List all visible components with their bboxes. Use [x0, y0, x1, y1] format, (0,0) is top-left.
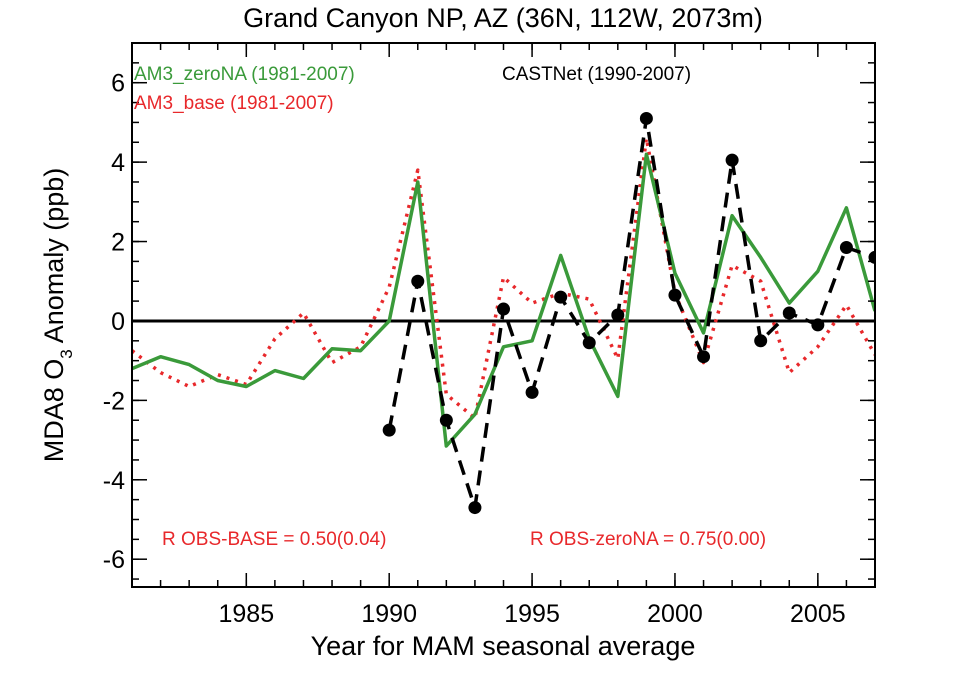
data-point-castnet-1996 — [554, 290, 568, 304]
data-point-castnet-1991 — [411, 274, 425, 288]
axis-ticks: 1985 1990 1995 2000 2005 -6 -4 -2 0 2 4 6 — [103, 42, 876, 628]
data-point-castnet-1998 — [611, 308, 625, 322]
y-tick-label: -6 — [103, 546, 125, 574]
data-point-castnet-1990 — [382, 423, 396, 437]
x-axis-label: Year for MAM seasonal average — [311, 631, 696, 661]
y-tick-label: 6 — [111, 70, 125, 98]
data-point-castnet-1999 — [639, 111, 653, 125]
x-tick-label: 2005 — [790, 600, 846, 628]
data-point-castnet-1993 — [468, 501, 482, 515]
data-point-castnet-1997 — [582, 336, 596, 350]
data-point-castnet-2000 — [668, 288, 682, 302]
y-axis-label: MDA8 O3 Anomaly (ppb) — [39, 168, 76, 463]
data-point-castnet-1994 — [497, 302, 510, 316]
legend-castnet: CASTNet (1990-2007) — [502, 64, 691, 85]
data-point-castnet-2002 — [725, 153, 739, 167]
chart-title: Grand Canyon NP, AZ (36N, 112W, 2073m) — [243, 3, 763, 33]
annotation-r-obs-base: R OBS-BASE = 0.50(0.04) — [162, 529, 386, 550]
series-line-1 — [132, 136, 875, 420]
y-tick-label: 0 — [111, 308, 125, 336]
annotation-r-obs-zerona: R OBS-zeroNA = 0.75(0.00) — [530, 529, 766, 550]
data-point-castnet-1995 — [525, 385, 539, 399]
y-tick-label: 4 — [111, 149, 125, 177]
series-line-2 — [387, 116, 875, 510]
data-point-castnet-2004 — [782, 306, 796, 320]
legend-base: AM3_base (1981-2007) — [134, 93, 334, 114]
x-tick-label: 1985 — [218, 600, 274, 628]
x-tick-label: 2000 — [647, 600, 703, 628]
series-line-0 — [132, 152, 875, 448]
legend-zerona: AM3_zeroNA (1981-2007) — [134, 64, 355, 85]
plot-area — [132, 111, 875, 515]
x-tick-label: 1990 — [361, 600, 417, 628]
y-axis-label-subscript: 3 — [57, 349, 76, 358]
y-tick-label: 2 — [111, 229, 125, 257]
data-point-castnet-1992 — [439, 413, 453, 427]
data-point-castnet-2001 — [697, 350, 711, 364]
y-tick-label: -4 — [103, 467, 125, 495]
data-point-castnet-2006 — [839, 240, 853, 254]
y-tick-label: -2 — [103, 387, 125, 415]
x-tick-label: 1995 — [504, 600, 560, 628]
data-point-castnet-2003 — [754, 334, 768, 348]
data-point-castnet-2005 — [811, 318, 825, 332]
